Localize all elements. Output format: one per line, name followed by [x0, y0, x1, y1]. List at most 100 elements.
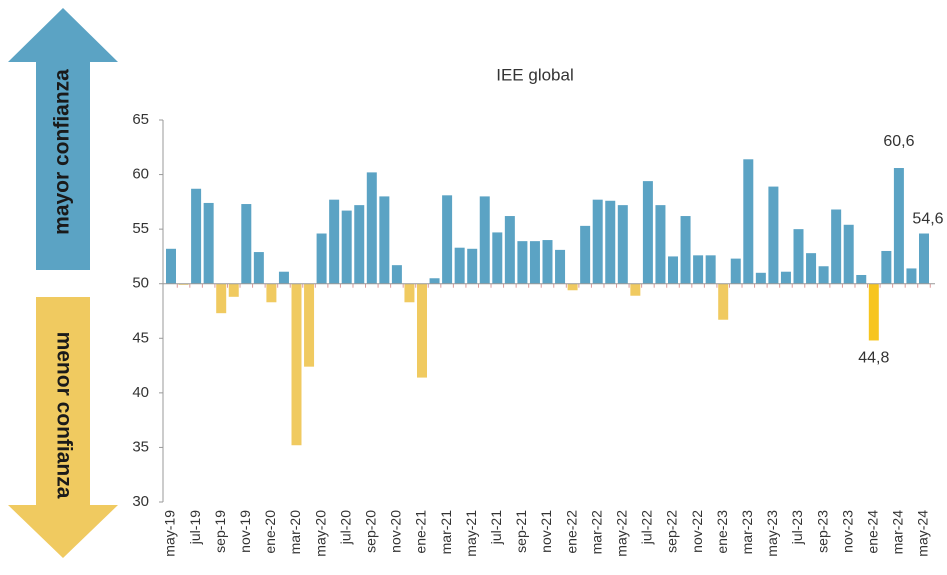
bar	[831, 209, 842, 284]
down-arrow	[8, 297, 118, 558]
x-tick-label: sep-23	[814, 510, 830, 553]
bar	[893, 168, 904, 284]
bar	[278, 271, 289, 284]
x-tick-label: mar-24	[890, 510, 906, 555]
bar	[655, 205, 666, 284]
x-tick-label: nov-20	[388, 510, 404, 553]
x-tick-label: sep-19	[212, 510, 228, 553]
x-tick-label: mar-22	[588, 510, 604, 555]
bar	[191, 188, 202, 284]
x-tick-label: nov-19	[237, 510, 253, 553]
x-tick-label: jul-22	[639, 510, 655, 545]
x-tick-label: mar-21	[438, 510, 454, 555]
x-tick-label: ene-20	[262, 510, 278, 554]
bar	[605, 200, 616, 284]
bar	[492, 232, 503, 284]
y-tick-label: 65	[132, 111, 149, 128]
bar	[843, 224, 854, 284]
bar	[479, 196, 490, 284]
bar	[241, 204, 252, 284]
bar	[504, 216, 515, 284]
bar	[203, 202, 214, 284]
x-tick-label: jul-23	[789, 510, 805, 545]
bar	[467, 248, 478, 284]
bar	[316, 233, 327, 284]
bar	[680, 216, 691, 284]
bar	[379, 196, 390, 284]
y-tick-label: 55	[132, 220, 149, 237]
bar	[668, 256, 678, 284]
bar	[429, 278, 440, 284]
bar	[341, 210, 352, 284]
x-tick-label: may-19	[162, 510, 178, 557]
bar	[730, 258, 741, 284]
bar	[228, 283, 239, 297]
value-label: 54,6	[912, 211, 943, 228]
bar	[630, 283, 641, 296]
x-tick-label: sep-22	[664, 510, 680, 553]
x-tick-label: may-22	[614, 510, 630, 557]
bar	[693, 255, 704, 284]
bar	[417, 283, 427, 378]
bar	[580, 225, 591, 284]
x-tick-label: may-24	[915, 510, 931, 557]
x-tick-label: ene-23	[714, 510, 730, 554]
bar	[178, 283, 189, 285]
x-tick-label: jul-19	[187, 510, 203, 545]
bar	[253, 252, 264, 284]
side-label-up: mayor confianza	[51, 69, 74, 235]
bar	[755, 272, 766, 284]
chart-title: IEE global	[496, 65, 574, 84]
x-tick-label: sep-21	[513, 510, 529, 553]
bar	[592, 199, 603, 284]
bar	[266, 283, 277, 303]
bar	[705, 255, 716, 284]
bar	[454, 247, 465, 284]
bar	[718, 283, 729, 320]
y-tick-label: 50	[132, 275, 149, 292]
bar	[567, 283, 578, 291]
bar	[354, 205, 365, 284]
bar	[856, 274, 867, 284]
x-tick-label: mar-23	[739, 510, 755, 555]
x-tick-label: may-20	[312, 510, 328, 557]
bar	[793, 229, 804, 284]
side-label-down: menor confianza	[52, 332, 75, 499]
bar	[743, 159, 754, 284]
bar	[768, 186, 779, 284]
bar	[529, 241, 540, 284]
bar	[806, 253, 817, 284]
bar	[617, 205, 628, 284]
bar	[818, 266, 829, 284]
x-tick-label: nov-22	[689, 510, 705, 553]
x-tick-label: sep-20	[363, 510, 379, 553]
up-arrow	[8, 8, 118, 270]
x-tick-label: nov-21	[538, 510, 554, 553]
bar	[391, 265, 402, 284]
bar	[919, 233, 929, 284]
bar	[868, 283, 879, 341]
value-label: 60,6	[883, 133, 914, 150]
bar	[404, 283, 415, 303]
y-tick-label: 35	[132, 438, 149, 455]
bar	[216, 283, 227, 314]
y-tick-label: 60	[132, 166, 149, 183]
x-tick-label: ene-24	[865, 510, 881, 554]
y-tick-label: 30	[132, 493, 149, 510]
bar	[291, 283, 302, 446]
y-tick-label: 40	[132, 384, 149, 401]
bar	[780, 271, 791, 284]
bar	[642, 181, 653, 284]
bar	[881, 250, 892, 284]
x-tick-label: jul-21	[488, 510, 504, 545]
bar	[906, 268, 917, 284]
x-tick-label: may-23	[764, 510, 780, 557]
bar	[166, 248, 176, 284]
x-tick-label: may-21	[463, 510, 479, 557]
bar	[542, 240, 553, 284]
bar	[442, 195, 453, 284]
bar	[329, 199, 340, 284]
x-tick-label: jul-20	[337, 510, 353, 545]
x-tick-label: nov-23	[839, 510, 855, 553]
